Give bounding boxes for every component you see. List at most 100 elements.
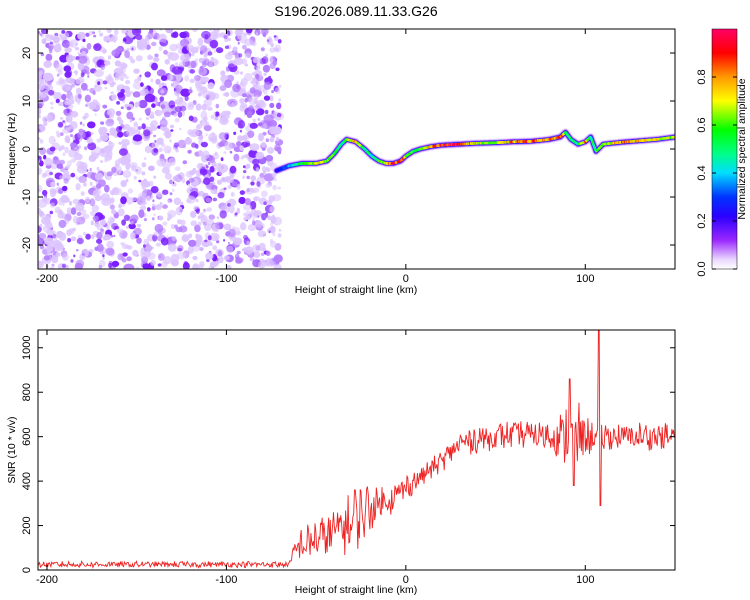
noise-speck [247, 215, 251, 220]
noise-speck [252, 118, 256, 123]
noise-speck [96, 231, 103, 240]
noise-speck [248, 105, 254, 111]
noise-speck [189, 78, 195, 84]
noise-speck [51, 263, 55, 267]
noise-speck [278, 98, 282, 102]
noise-speck [137, 75, 142, 82]
noise-speck [157, 263, 162, 267]
noise-speck [261, 56, 269, 64]
noise-speck [75, 183, 81, 191]
noise-speck [62, 253, 69, 261]
noise-speck [270, 42, 275, 48]
noise-speck [77, 51, 80, 55]
noise-speck [90, 151, 95, 156]
noise-speck [44, 157, 53, 166]
colorbar-tick-label: 0.6 [696, 117, 708, 132]
noise-speck [250, 175, 256, 182]
noise-speck [269, 136, 275, 143]
noise-speck [207, 82, 215, 90]
noise-speck [184, 75, 190, 82]
noise-speck [277, 39, 282, 44]
noise-speck [236, 257, 244, 263]
noise-speck [47, 80, 52, 86]
colorbar-label: Normalized spectral amplitude [736, 78, 748, 219]
noise-speck [197, 92, 202, 97]
noise-speck [102, 80, 108, 85]
noise-speck [224, 45, 230, 49]
noise-speck [130, 232, 136, 240]
noise-speck [45, 221, 53, 230]
noise-speck [118, 148, 128, 156]
snr-y-axis: 0 200 400 600 800 1000 [21, 336, 675, 573]
noise-speck [207, 162, 211, 165]
noise-speck [155, 109, 159, 115]
noise-speck [247, 130, 255, 138]
noise-speck [183, 261, 188, 266]
y-tick-label: 400 [21, 472, 33, 490]
noise-speck [38, 31, 41, 34]
noise-speck [133, 175, 137, 180]
snr-frame [37, 329, 676, 571]
noise-speck [62, 120, 66, 123]
noise-speck [273, 177, 277, 182]
noise-speck [57, 188, 64, 194]
noise-speck [141, 255, 149, 265]
noise-speck [229, 165, 237, 174]
noise-speck [120, 180, 127, 188]
snr-y-label: SNR (10 * v/v) [6, 416, 18, 483]
noise-speck [79, 121, 83, 125]
noise-speck [126, 196, 134, 205]
noise-speck [126, 106, 132, 111]
noise-speck [179, 127, 182, 131]
noise-speck [42, 116, 48, 123]
noise-speck [70, 172, 76, 178]
noise-speck [147, 55, 154, 60]
noise-speck [70, 158, 76, 163]
noise-speck [207, 235, 212, 241]
noise-speck [98, 60, 103, 66]
noise-speck [188, 183, 190, 186]
noise-speck [215, 261, 219, 267]
noise-speck [203, 209, 207, 213]
noise-speck [144, 145, 153, 154]
noise-speck [153, 213, 156, 216]
noise-speck [82, 38, 86, 43]
noise-speck [123, 263, 135, 269]
noise-speck [108, 142, 115, 148]
noise-speck [230, 174, 235, 178]
noise-speck [38, 100, 44, 108]
noise-speck [103, 60, 111, 66]
noise-speck [48, 48, 53, 54]
noise-speck [229, 150, 233, 154]
noise-speck [243, 170, 247, 174]
noise-speck [199, 45, 208, 54]
noise-speck [199, 247, 204, 251]
noise-speck [213, 92, 220, 99]
noise-speck [160, 89, 165, 94]
noise-speck [138, 209, 145, 218]
noise-speck [143, 218, 147, 222]
spectrogram-y-label: Frequency (Hz) [6, 113, 18, 185]
noise-speck [133, 121, 139, 128]
noise-speck [186, 195, 196, 204]
noise-speck [143, 157, 147, 161]
noise-speck [232, 237, 243, 246]
noise-speck [58, 147, 62, 152]
noise-speck [252, 217, 255, 222]
noise-speck [203, 124, 212, 132]
noise-speck [201, 103, 208, 111]
noise-speck [257, 118, 261, 121]
noise-speck [67, 238, 72, 243]
noise-speck [94, 172, 104, 181]
noise-speck [135, 129, 141, 135]
noise-speck [263, 213, 269, 219]
noise-speck [53, 35, 60, 44]
noise-speck [49, 171, 53, 176]
noise-speck [250, 181, 255, 186]
noise-speck [278, 228, 282, 232]
noise-speck [214, 191, 218, 195]
noise-speck [191, 142, 197, 148]
noise-speck [39, 125, 46, 132]
noise-speck [163, 131, 169, 137]
